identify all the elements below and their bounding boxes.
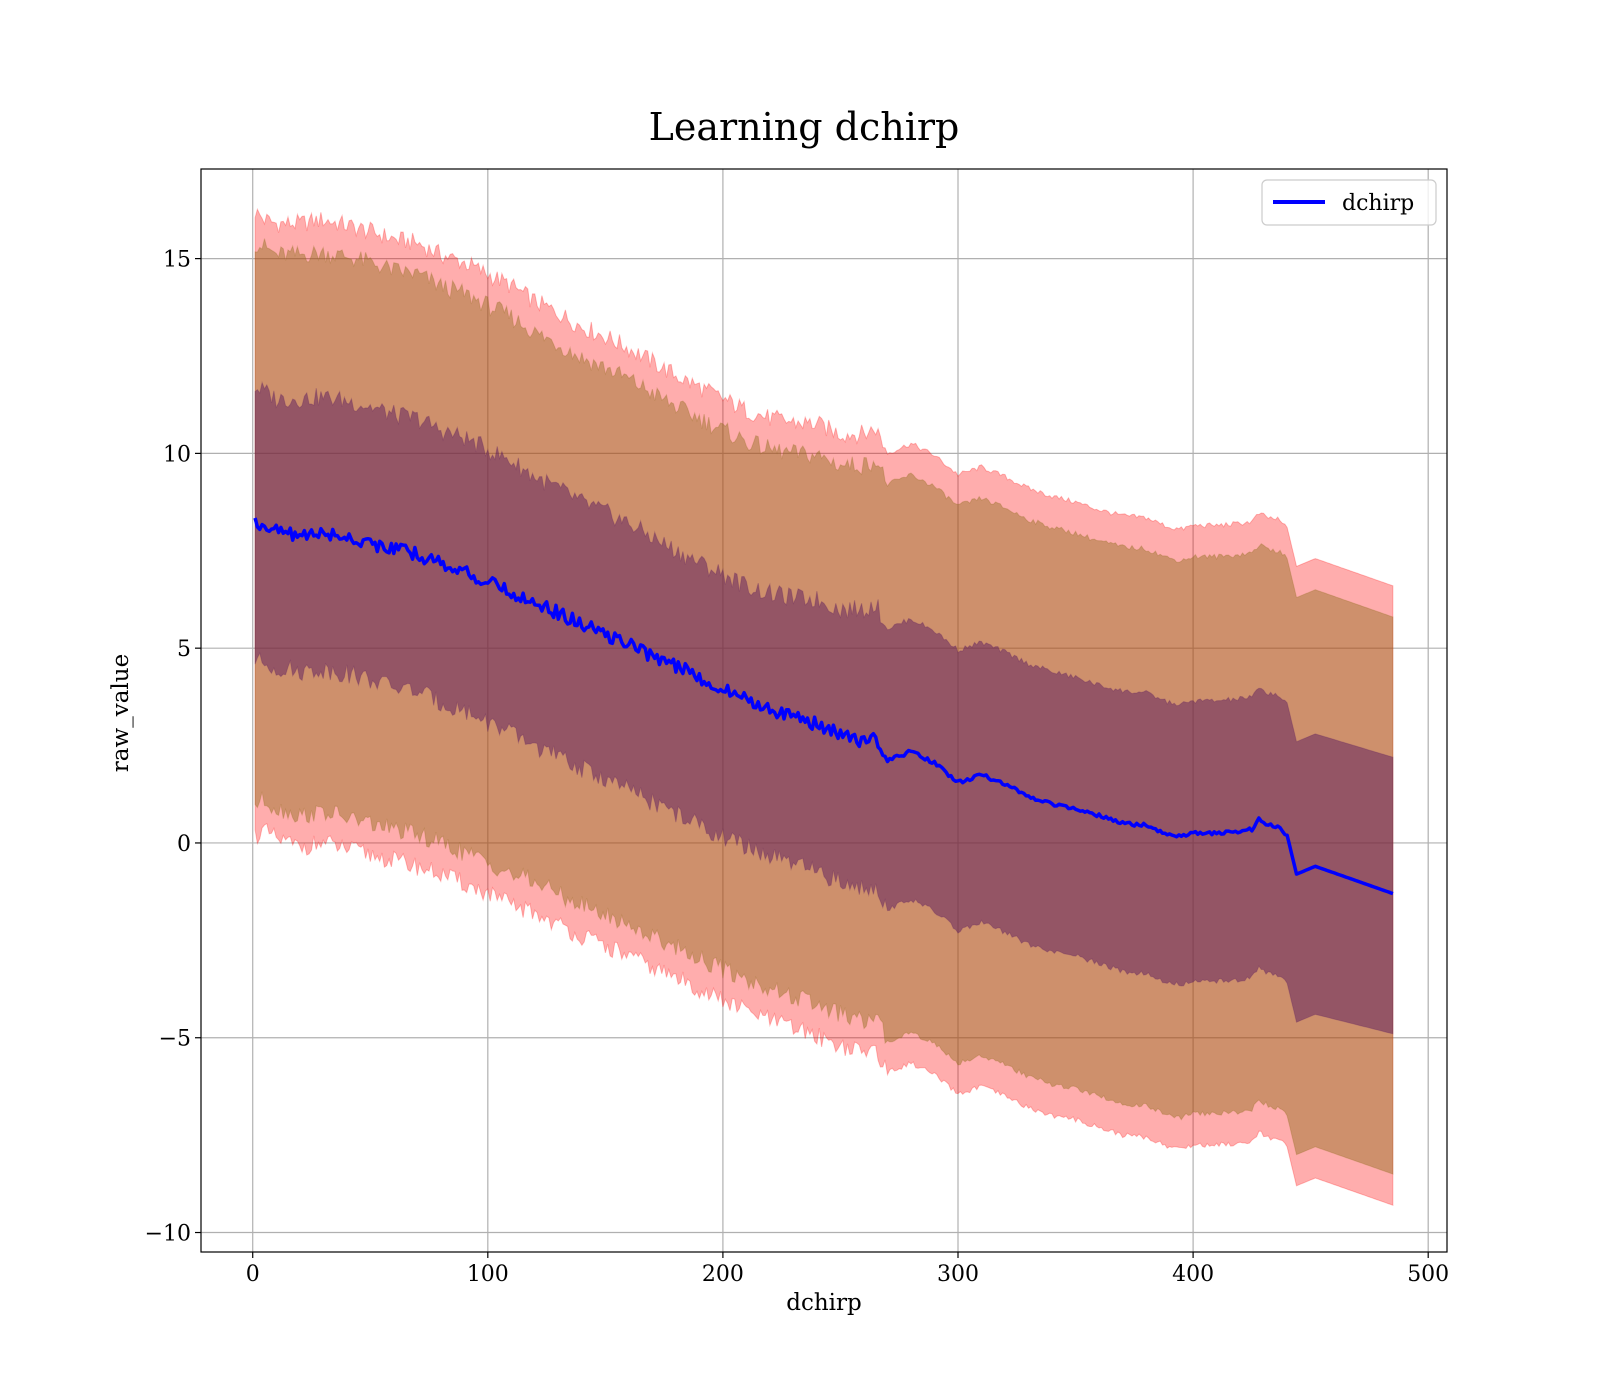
x-tick-label: 500 <box>1407 1262 1449 1287</box>
y-axis-label: raw_value <box>108 654 134 772</box>
x-tick-label: 200 <box>702 1262 744 1287</box>
legend: dchirp <box>1261 179 1437 226</box>
axis-ticks: 0 100 200 300 400 500 −10 −5 0 5 10 15 <box>145 248 1450 1287</box>
x-tick-label: 0 <box>246 1262 260 1287</box>
series-lines <box>253 517 1394 896</box>
y-tick-label: 0 <box>177 832 191 857</box>
legend-box <box>1261 179 1437 226</box>
plot-frame <box>200 168 1448 1253</box>
chart-title: Learning dchirp <box>649 105 960 149</box>
band-inner <box>254 380 1394 1035</box>
plot-area: 0 100 200 300 400 500 −10 −5 0 5 10 15 <box>145 168 1450 1287</box>
y-tick-label: 15 <box>163 248 191 273</box>
y-tick-label: −5 <box>159 1027 191 1052</box>
y-tick-label: 10 <box>163 442 191 467</box>
confidence-bands <box>254 207 1394 1207</box>
x-tick-label: 300 <box>937 1262 979 1287</box>
x-axis-label: dchirp <box>786 1290 862 1316</box>
series-line-dchirp <box>253 517 1394 896</box>
legend-entry-dchirp: dchirp <box>1342 191 1414 216</box>
y-tick-label: −10 <box>145 1222 191 1247</box>
x-tick-label: 400 <box>1172 1262 1214 1287</box>
y-tick-label: 5 <box>177 637 191 662</box>
x-tick-label: 100 <box>467 1262 509 1287</box>
